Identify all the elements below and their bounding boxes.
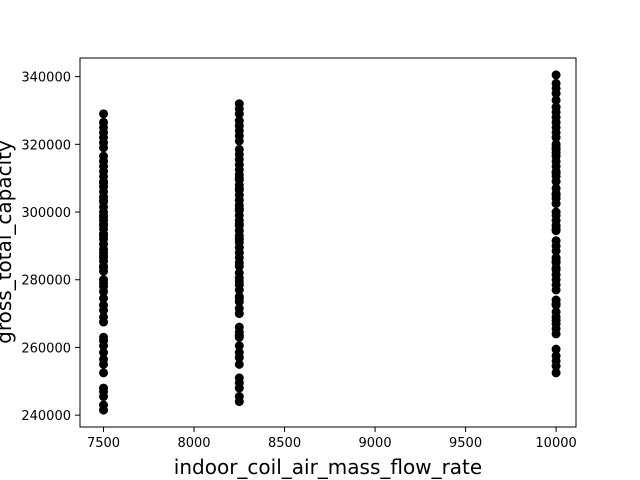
- data-point: [99, 275, 109, 285]
- data-point: [234, 373, 244, 383]
- y-tick-label: 340000: [21, 71, 71, 86]
- x-tick-label: 10000: [535, 436, 576, 451]
- data-point: [551, 236, 561, 246]
- data-point: [99, 383, 109, 393]
- data-point: [99, 300, 109, 310]
- data-point: [551, 298, 561, 308]
- x-tick-label: 8000: [177, 436, 210, 451]
- data-point: [99, 263, 109, 273]
- data-point: [551, 95, 561, 105]
- data-point: [551, 102, 561, 112]
- data-point: [234, 276, 244, 286]
- data-point: [234, 359, 244, 369]
- data-point: [99, 253, 109, 263]
- x-axis-ticks: 7500 8000 8500 9000 9500 10000: [87, 427, 577, 451]
- data-point: [234, 341, 244, 351]
- data-point: [99, 348, 109, 358]
- data-point: [234, 173, 244, 183]
- data-point: [99, 293, 109, 303]
- data-point: [234, 293, 244, 303]
- y-tick-label: 280000: [21, 274, 71, 289]
- x-tick-label: 9000: [359, 436, 392, 451]
- data-point: [234, 144, 244, 154]
- data-point: [551, 183, 561, 193]
- scatter-points: [99, 70, 561, 415]
- data-point: [551, 190, 561, 200]
- data-point: [99, 400, 109, 410]
- data-point: [551, 207, 561, 217]
- data-point: [551, 256, 561, 266]
- data-point: [551, 143, 561, 153]
- y-axis-ticks: 240000 260000 280000 300000 320000 340000: [21, 71, 80, 424]
- data-point: [99, 368, 109, 378]
- data-point: [551, 168, 561, 178]
- y-tick-label: 260000: [21, 341, 71, 356]
- data-point: [551, 285, 561, 295]
- data-point: [234, 348, 244, 358]
- y-tick-label: 300000: [21, 206, 71, 221]
- x-axis-title: indoor_coil_air_mass_flow_rate: [174, 455, 482, 479]
- data-point: [234, 392, 244, 402]
- data-point: [551, 224, 561, 234]
- data-point: [234, 322, 244, 332]
- data-point: [234, 99, 244, 109]
- x-tick-label: 9500: [449, 436, 482, 451]
- data-point: [234, 261, 244, 271]
- data-point: [234, 183, 244, 193]
- data-point: [99, 109, 109, 119]
- data-point: [234, 204, 244, 214]
- data-point: [234, 116, 244, 126]
- data-point: [99, 195, 109, 205]
- x-tick-label: 8500: [268, 436, 301, 451]
- data-point: [551, 315, 561, 325]
- data-point: [99, 151, 109, 161]
- y-tick-label: 320000: [21, 138, 71, 153]
- data-point: [551, 112, 561, 122]
- data-point: [99, 212, 109, 222]
- data-point: [99, 332, 109, 342]
- data-point: [551, 344, 561, 354]
- data-point: [99, 231, 109, 241]
- plot-frame: [79, 57, 577, 428]
- data-point: [234, 331, 244, 341]
- data-point: [551, 70, 561, 80]
- data-point: [99, 354, 109, 364]
- data-point: [551, 351, 561, 361]
- data-point: [551, 263, 561, 273]
- data-point: [234, 304, 244, 314]
- data-point: [234, 268, 244, 278]
- data-point: [551, 368, 561, 378]
- y-tick-label: 240000: [21, 409, 71, 424]
- data-point: [234, 219, 244, 229]
- data-point: [99, 117, 109, 127]
- y-axis-title: gross_total_capacity: [0, 140, 16, 344]
- data-point: [99, 178, 109, 188]
- data-point: [234, 234, 244, 244]
- x-tick-label: 7500: [87, 436, 120, 451]
- data-point: [551, 78, 561, 88]
- data-point: [551, 307, 561, 317]
- data-point: [234, 155, 244, 165]
- data-point: [99, 219, 109, 229]
- data-point: [99, 312, 109, 322]
